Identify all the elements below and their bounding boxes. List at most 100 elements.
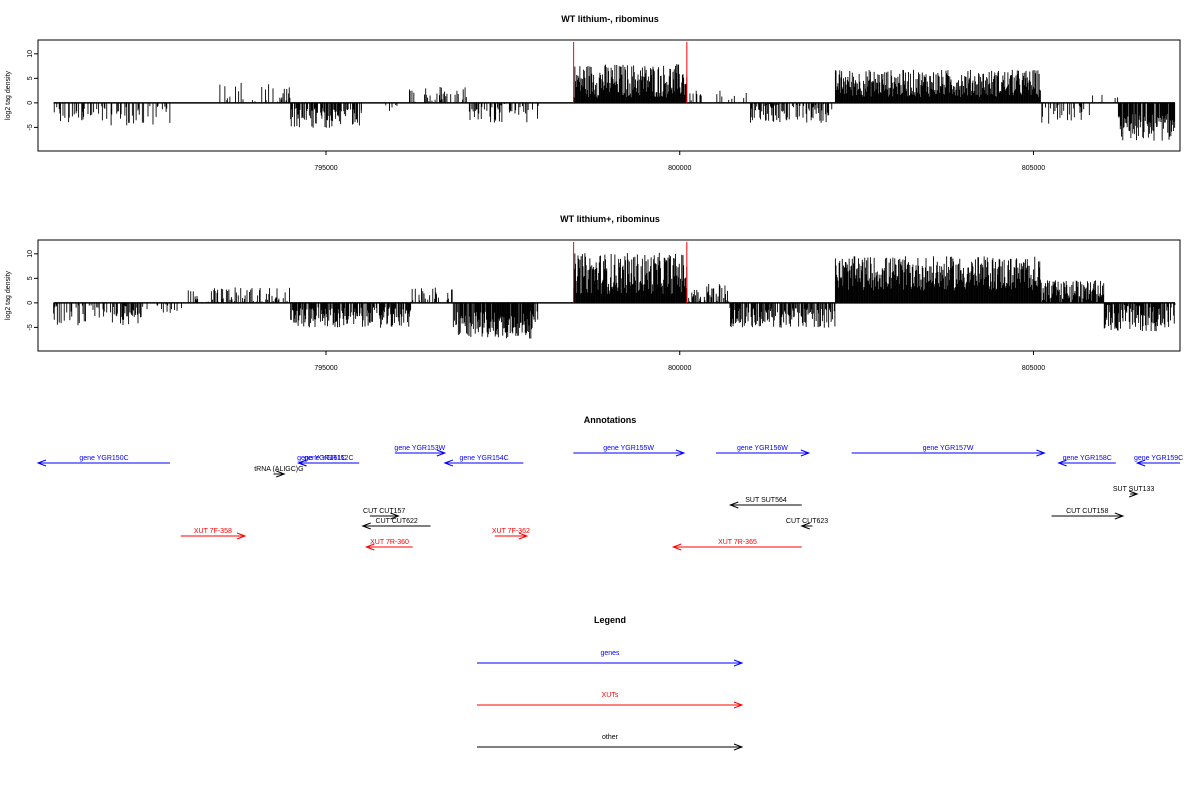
arrow-head bbox=[800, 449, 811, 457]
legend-label: other bbox=[602, 734, 619, 741]
annotation-gene: gene YGR155W bbox=[573, 445, 686, 457]
annotations-title: Annotations bbox=[584, 415, 637, 425]
annotation-label: XUT 7R-365 bbox=[718, 539, 757, 546]
annotation-xut: XUT 7R-365 bbox=[671, 539, 802, 551]
x-tick-label: 805000 bbox=[1022, 365, 1045, 372]
annotation-label: XUT 7F-358 bbox=[194, 528, 232, 535]
legend-label: XUTs bbox=[602, 692, 619, 699]
x-tick-label: 800000 bbox=[668, 165, 691, 172]
x-tick-label: 795000 bbox=[314, 365, 337, 372]
annotation-label: SUT SUT564 bbox=[745, 497, 787, 504]
annotation-xut: XUT 7F-358 bbox=[180, 528, 247, 540]
annotation-xut: XUT 7F-362 bbox=[492, 528, 530, 540]
plot-frame bbox=[37, 39, 1181, 152]
annotation-other: CUT CUT158 bbox=[1051, 508, 1125, 520]
annotation-label: gene YGR151C bbox=[297, 455, 346, 462]
arrow-head bbox=[800, 522, 810, 530]
annotation-gene: gene YGR158C bbox=[1057, 455, 1116, 467]
arrow-head bbox=[675, 449, 686, 457]
annotation-label: gene YGR159C bbox=[1134, 455, 1183, 462]
annotation-gene: gene YGR154C bbox=[443, 455, 524, 467]
arrow-head bbox=[236, 532, 247, 540]
annotation-gene: gene YGR152C bbox=[297, 455, 360, 467]
annotation-label: gene YGR156W bbox=[737, 445, 788, 452]
legend-title: Legend bbox=[594, 615, 626, 625]
annotation-label: CUT CUT623 bbox=[786, 518, 828, 525]
arrow-head bbox=[276, 470, 286, 478]
y-tick-label: 10 bbox=[27, 250, 34, 258]
x-tick-label: 805000 bbox=[1022, 165, 1045, 172]
annotation-label: gene YGR155W bbox=[603, 445, 654, 452]
x-tick-label: 795000 bbox=[314, 165, 337, 172]
y-tick-label: 10 bbox=[27, 50, 34, 58]
annotation-other: CUT CUT157 bbox=[363, 508, 405, 520]
annotation-label: gene YGR154C bbox=[459, 455, 508, 462]
annotation-label: gene YGR150C bbox=[79, 455, 128, 462]
arrow-head bbox=[518, 532, 529, 540]
data-bars bbox=[53, 252, 1176, 339]
annotation-label: SUT SUT133 bbox=[1113, 486, 1155, 493]
annotation-label: CUT CUT622 bbox=[376, 518, 418, 525]
annotation-gene: gene YGR156W bbox=[716, 445, 811, 457]
legend-entry-xuts: XUTs bbox=[477, 692, 744, 709]
y-tick-label: 5 bbox=[27, 276, 34, 280]
arrow-head bbox=[733, 659, 744, 667]
chart-title: WT lithium+, ribominus bbox=[560, 214, 660, 224]
arrow-head bbox=[1114, 512, 1125, 520]
track-panel-lithium-plus: WT lithium+, ribominus log2 tag density -5… bbox=[5, 214, 1181, 372]
annotation-label: tRNA (ALIGC)G bbox=[254, 466, 303, 473]
annotation-gene: gene YGR150C bbox=[36, 455, 171, 467]
x-tick-label: 800000 bbox=[668, 365, 691, 372]
annotation-label: CUT CUT158 bbox=[1066, 508, 1108, 515]
legend-panel: Legend genes XUTs other bbox=[477, 615, 744, 751]
arrow-head bbox=[390, 512, 400, 520]
arrow-head bbox=[1036, 449, 1046, 457]
chart-title: WT lithium-, ribominus bbox=[561, 14, 659, 24]
arrow-head bbox=[36, 459, 47, 467]
arrow-head bbox=[1135, 459, 1146, 467]
arrow-head bbox=[436, 449, 447, 457]
annotation-label: gene YGR153W bbox=[394, 445, 445, 452]
legend-entry-genes: genes bbox=[477, 650, 744, 667]
arrow-head bbox=[671, 543, 682, 551]
track-panel-lithium-minus: WT lithium-, ribominus log2 tag density -5… bbox=[5, 14, 1181, 172]
y-axis-label: log2 tag density bbox=[5, 70, 12, 120]
legend-entry-other: other bbox=[477, 734, 744, 751]
y-tick-label: 5 bbox=[27, 76, 34, 80]
arrow-head bbox=[297, 459, 307, 467]
plot-frame bbox=[37, 239, 1181, 352]
y-axis-label: log2 tag density bbox=[5, 270, 12, 320]
annotation-gene: gene YGR157W bbox=[851, 445, 1046, 457]
y-tick-label: 0 bbox=[27, 301, 34, 305]
annotation-gene: gene YGR153W bbox=[394, 445, 447, 457]
legend-label: genes bbox=[600, 650, 620, 657]
y-tick-label: -5 bbox=[27, 324, 34, 330]
data-bars bbox=[53, 64, 1176, 141]
annotation-label: CUT CUT157 bbox=[363, 508, 405, 515]
annotations-panel: Annotations gene YGR150C gene YGR151Cgene… bbox=[36, 415, 1183, 551]
arrow-head bbox=[733, 701, 744, 709]
arrow-head bbox=[361, 522, 371, 530]
annotation-label: gene YGR158C bbox=[1063, 455, 1112, 462]
arrow-head bbox=[728, 501, 739, 509]
y-tick-label: 0 bbox=[27, 101, 34, 105]
y-tick-label: -5 bbox=[27, 124, 34, 130]
annotation-other: CUT CUT622 bbox=[361, 518, 431, 530]
arrow-head bbox=[364, 543, 375, 551]
annotation-other: SUT SUT133 bbox=[1113, 486, 1155, 498]
annotation-gene: gene YGR159C bbox=[1134, 455, 1183, 467]
annotation-label: gene YGR152C bbox=[304, 455, 353, 462]
annotation-other: SUT SUT564 bbox=[728, 497, 802, 509]
arrow-head bbox=[1128, 490, 1139, 498]
annotation-xut: XUT 7R-360 bbox=[364, 539, 413, 551]
arrow-head bbox=[443, 459, 454, 467]
annotation-label: gene YGR157W bbox=[923, 445, 974, 452]
annotation-label: XUT 7R-360 bbox=[370, 539, 409, 546]
annotation-other: tRNA (ALIGC)G bbox=[254, 466, 304, 478]
annotation-other: CUT CUT623 bbox=[786, 518, 828, 530]
annotation-label: XUT 7F-362 bbox=[492, 528, 530, 535]
arrow-head bbox=[733, 743, 744, 751]
arrow-head bbox=[1057, 459, 1067, 467]
